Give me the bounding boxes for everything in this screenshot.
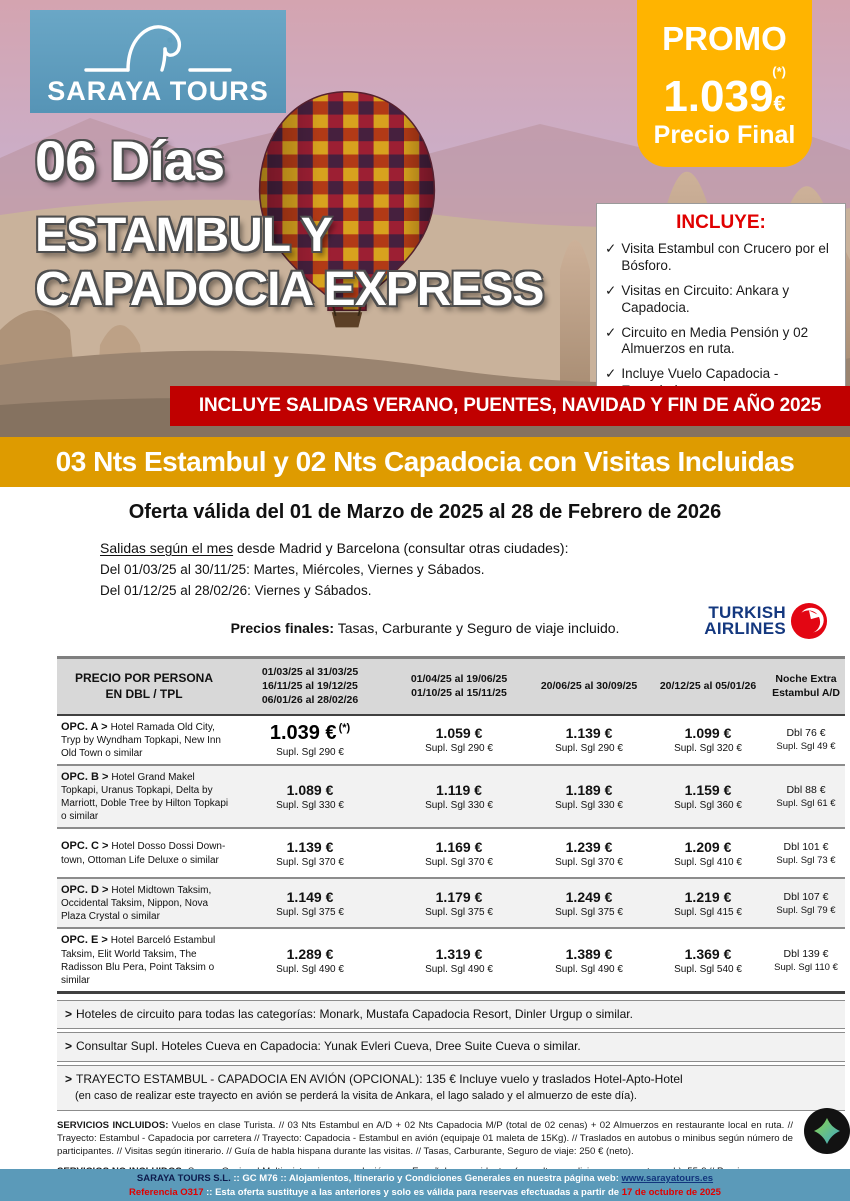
header-price-per-person: PRECIO POR PERSONA EN DBL / TPL bbox=[74, 671, 214, 702]
price-cell: 1.189 € Supl. Sgl 330 € bbox=[555, 781, 623, 811]
header-season-1: 01/03/25 al 31/03/25 16/11/25 al 19/12/25… bbox=[261, 666, 359, 707]
turkish-airlines-bird-icon bbox=[790, 602, 828, 640]
hero-days: 06 Días bbox=[35, 129, 225, 192]
list-item: ✓ Visita Estambul con Crucero por el Bósf… bbox=[605, 241, 829, 273]
table-row: OPC. D > Hotel Midtown Taksim, Occidental… bbox=[57, 879, 845, 930]
check-icon: ✓ bbox=[605, 241, 617, 256]
header-season-2: 01/04/25 al 19/06/25 01/10/25 al 15/11/25 bbox=[410, 673, 508, 700]
price-cell: 1.119 € Supl. Sgl 330 € bbox=[425, 781, 493, 811]
price-cell: 1.219 € Supl. Sgl 415 € bbox=[674, 888, 742, 918]
turkish-airlines-logo: TURKISH AIRLINES bbox=[704, 602, 828, 640]
header-season-3: 20/06/25 al 30/09/25 bbox=[540, 680, 638, 693]
promo-price: 1.039€ bbox=[663, 72, 786, 121]
price-cell: 1.319 € Supl. Sgl 490 € bbox=[425, 945, 493, 975]
euro-sign: € bbox=[773, 91, 786, 116]
header-season-4: 20/12/25 al 05/01/26 bbox=[659, 680, 757, 693]
hero-title-line1: ESTAMBUL Y bbox=[35, 209, 333, 262]
note-circuit-hotels: > Hoteles de circuito para todas las cate… bbox=[57, 999, 845, 1030]
price-cell: 1.099 € Supl. Sgl 320 € bbox=[674, 725, 742, 755]
check-icon: ✓ bbox=[605, 366, 617, 382]
extra-night-cell: Dbl 88 € Supl. Sgl 61 € bbox=[776, 783, 836, 809]
services-included: SERVICIOS INCLUIDOS: Vuelos en clase Tur… bbox=[57, 1119, 794, 1157]
price-cell: 1.289 € Supl. Sgl 490 € bbox=[276, 945, 344, 975]
list-item: ✓ Circuito en Media Pensión y 02 Almuerzo… bbox=[605, 324, 809, 357]
gold-banner: 03 Nts Estambul y 02 Nts Capadocia con V… bbox=[0, 437, 850, 487]
star-icon bbox=[814, 1118, 840, 1144]
header-extra-night: Noche Extra Estambul A/D bbox=[772, 673, 840, 700]
table-header: PRECIO POR PERSONA EN DBL / TPL 01/03/25 … bbox=[57, 659, 845, 716]
includes-title: INCLUYE: bbox=[676, 212, 766, 233]
price-cell: 1.139 € Supl. Sgl 370 € bbox=[276, 838, 344, 868]
price-cell: 1.089 € Supl. Sgl 330 € bbox=[276, 781, 344, 811]
price-cell: 1.369 € Supl. Sgl 540 € bbox=[674, 945, 742, 975]
saraya-tours-logo: SARAYA TOURS bbox=[30, 10, 286, 113]
footer-bar: SARAYA TOURS S.L. :: GC M76 :: Alojamien… bbox=[0, 1169, 850, 1201]
extra-night-cell: Dbl 101 € Supl. Sgl 73 € bbox=[776, 840, 836, 866]
table-row: OPC. C > Hotel Dosso Dossi Down-town, Ott… bbox=[57, 829, 845, 880]
price-table: PRECIO POR PERSONA EN DBL / TPL 01/03/25 … bbox=[57, 656, 845, 994]
hotels-cell: OPC. E > Hotel Barceló Estambul Taksim, E… bbox=[61, 934, 216, 986]
extra-night-cell: Dbl 107 € Supl. Sgl 79 € bbox=[776, 890, 836, 916]
promo-label: PROMO bbox=[662, 20, 787, 57]
table-row: OPC. A > Hotel Ramada Old City, Tryp by W… bbox=[57, 715, 845, 766]
check-icon: ✓ bbox=[605, 282, 617, 298]
final-prices-note: Precios finales: Tasas, Carburante y Seg… bbox=[230, 620, 620, 636]
hero-title-line2: CAPADOCIA EXPRESS bbox=[35, 263, 544, 316]
footer-line-1: SARAYA TOURS S.L. :: GC M76 :: Alojamien… bbox=[136, 1173, 714, 1184]
final-prices-row: Precios finales: Tasas, Carburante y Seg… bbox=[0, 602, 850, 650]
extra-night-cell: Dbl 139 € Supl. Sgl 110 € bbox=[774, 947, 838, 973]
price-cell: 1.159 € Supl. Sgl 360 € bbox=[674, 781, 742, 811]
hero-photo: SARAYA TOURS 06 Días ESTAMBUL Y CAPADOCI… bbox=[0, 0, 850, 437]
hotels-cell: OPC. A > Hotel Ramada Old City, Tryp by W… bbox=[61, 720, 221, 759]
price-cell: 1.239 € Supl. Sgl 370 € bbox=[555, 838, 623, 868]
extra-night-cell: Dbl 76 € Supl. Sgl 49 € bbox=[776, 727, 836, 753]
footer-line-2: Referencia O317 :: Esta oferta sustituye… bbox=[129, 1186, 721, 1198]
price-cell: 1.169 € Supl. Sgl 370 € bbox=[425, 838, 493, 868]
departures-block: Salidas según el mes desde Madrid y Barc… bbox=[100, 540, 850, 598]
website-link[interactable]: www.sarayatours.es bbox=[621, 1173, 714, 1184]
main-content: Oferta válida del 01 de Marzo de 2025 al… bbox=[0, 487, 850, 1201]
price-cell: 1.059 € Supl. Sgl 290 € bbox=[425, 725, 493, 755]
chat-widget-button[interactable] bbox=[804, 1108, 850, 1154]
note-flight-option: > TRAYECTO ESTAMBUL - CAPADOCIA EN AVIÓN … bbox=[57, 1064, 845, 1111]
notes-section: > Hoteles de circuito para todas las cate… bbox=[57, 999, 845, 1111]
table-row: OPC. B > Hotel Grand Makel Topkapi, Uranu… bbox=[57, 765, 845, 830]
hot-air-balloon bbox=[258, 91, 436, 328]
promo-subtitle: Precio Final bbox=[653, 121, 796, 149]
price-cell: 1.249 € Supl. Sgl 375 € bbox=[555, 888, 623, 918]
red-banner: INCLUYE SALIDAS VERANO, PUENTES, NAVIDAD… bbox=[170, 386, 850, 426]
price-cell: 1.389 € Supl. Sgl 490 € bbox=[555, 945, 623, 975]
check-icon: ✓ bbox=[605, 324, 617, 340]
hotels-cell: OPC. B > Hotel Grand Makel Topkapi, Uranu… bbox=[61, 770, 229, 823]
price-cell: 1.149 € Supl. Sgl 375 € bbox=[276, 888, 344, 918]
offer-validity-heading: Oferta válida del 01 de Marzo de 2025 al… bbox=[128, 501, 722, 523]
falcon-arch-icon bbox=[84, 25, 232, 72]
promo-price-badge: PROMO (*) 1.039€ Precio Final bbox=[637, 0, 812, 167]
departure-dates-line: Del 01/12/25 al 28/02/26: Viernes y Sába… bbox=[100, 583, 372, 598]
includes-box: INCLUYE: ✓ Visita Estambul con Crucero po… bbox=[596, 203, 846, 413]
table-row: OPC. E > Hotel Barceló Estambul Taksim, E… bbox=[57, 929, 845, 994]
price-cell: 1.039 € (*) Supl. Sgl 290 € bbox=[269, 721, 351, 758]
promo-asterisk: (*) bbox=[772, 64, 786, 79]
hotels-cell: OPC. D > Hotel Midtown Taksim, Occidental… bbox=[61, 884, 212, 923]
note-flight-option-detail: (en caso de realizar este trayecto en av… bbox=[75, 1090, 637, 1103]
list-item: ✓ Visitas en Circuito: Ankara y Capadocia… bbox=[605, 282, 790, 315]
price-cell: 1.139 € Supl. Sgl 290 € bbox=[555, 725, 623, 755]
departure-dates-line: Del 01/03/25 al 30/11/25: Martes, Miérco… bbox=[100, 562, 485, 577]
price-cell: 1.209 € Supl. Sgl 410 € bbox=[674, 838, 742, 868]
price-cell: 1.179 € Supl. Sgl 375 € bbox=[425, 888, 493, 918]
note-cave-hotels: > Consultar Supl. Hoteles Cueva en Capado… bbox=[57, 1032, 845, 1062]
departures-lead: Salidas según el mes desde Madrid y Barc… bbox=[100, 540, 569, 556]
logo-wordmark: SARAYA TOURS bbox=[47, 76, 269, 106]
hotels-cell: OPC. C > Hotel Dosso Dossi Down-town, Ott… bbox=[61, 840, 226, 866]
